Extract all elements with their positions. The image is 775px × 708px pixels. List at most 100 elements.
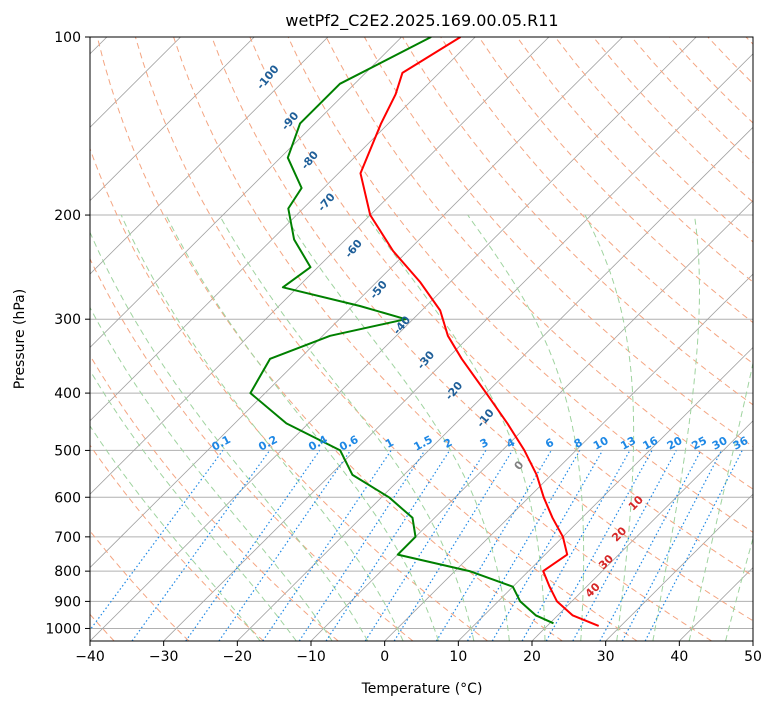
x-tick-label: −40 — [75, 649, 105, 665]
x-tick-label: 10 — [449, 649, 467, 665]
plot-frame — [89, 36, 754, 642]
y-tick-label: 800 — [54, 564, 81, 580]
background-lines — [90, 37, 753, 641]
dry-adiabat-label: -70 — [315, 190, 338, 214]
mixing-ratio-label: 13 — [618, 434, 638, 453]
dry-adiabat — [554, 37, 753, 243]
isotherm — [605, 493, 753, 641]
dry-adiabat-label: -10 — [474, 406, 497, 430]
dry-adiabat-label: -20 — [443, 379, 466, 403]
dry-adiabat — [90, 147, 488, 641]
dry-adiabat — [592, 37, 753, 203]
x-tick-label: 0 — [380, 649, 389, 665]
x-tick-label: −10 — [296, 649, 326, 665]
mixing-ratio-line — [185, 450, 321, 641]
isotherm — [90, 37, 697, 641]
mixing-ratio-line — [218, 450, 351, 641]
moist-adiabat — [90, 425, 261, 641]
mixing-ratio-line — [491, 450, 604, 641]
line-labels: 0.1 0.2 0.4 0.6 1 1.5 2 3 4 6 8 10 13 16 20 25 30 36-100-… — [210, 62, 751, 600]
moist-adiabat — [467, 214, 585, 641]
dry-adiabat — [90, 530, 190, 641]
dry-adiabat-label: -60 — [342, 237, 365, 261]
dry-adiabat — [440, 37, 753, 365]
series-group — [249, 37, 600, 627]
mixing-ratio-line — [90, 450, 224, 631]
isotherm — [752, 640, 753, 641]
moist-adiabat — [652, 214, 700, 641]
mixing-ratio-line — [364, 450, 487, 641]
isotherm — [90, 37, 402, 348]
x-tick-label: −30 — [149, 649, 179, 665]
isotherm — [90, 37, 255, 202]
dry-adiabat — [669, 37, 753, 124]
y-tick-label: 200 — [54, 208, 81, 224]
moist-adiabat — [365, 214, 546, 641]
mixing-ratio-line — [466, 450, 581, 641]
moist-adiabat — [165, 214, 439, 641]
dry-adiabat-label: -30 — [414, 348, 437, 372]
x-tick-label: 30 — [597, 649, 615, 665]
y-tick-label: 600 — [54, 490, 81, 506]
isotherm — [90, 37, 476, 422]
ccl-label: 30 — [596, 552, 616, 572]
y-tick-label: 100 — [54, 30, 81, 46]
isotherm — [458, 346, 753, 641]
temperature-profile — [359, 37, 600, 627]
dry-adiabat — [287, 37, 753, 533]
y-tick-label: 1000 — [45, 621, 81, 637]
x-axis-label: Temperature (°C) — [361, 681, 483, 697]
moist-adiabat — [90, 231, 369, 641]
dry-adiabat — [90, 354, 339, 641]
isotherm — [384, 273, 753, 641]
moist-adiabat — [90, 306, 333, 641]
dry-adiabat — [211, 37, 753, 622]
x-tick-label: −20 — [223, 649, 253, 665]
moist-adiabat — [584, 214, 635, 641]
isotherm — [310, 200, 753, 641]
moist-adiabat — [284, 214, 510, 641]
mixing-ratio-label: 25 — [689, 434, 709, 453]
isotherm — [90, 37, 550, 495]
ccl-label: 10 — [626, 493, 646, 513]
moist-adiabat — [688, 360, 753, 641]
dry-adiabat-label: -50 — [367, 278, 390, 302]
dry-adiabat — [249, 37, 753, 577]
dry-adiabat — [707, 37, 753, 85]
mixing-ratio-line — [393, 450, 513, 641]
dry-adiabat — [325, 37, 753, 490]
mixing-ratio-line — [435, 450, 552, 641]
ccl-label: 40 — [583, 580, 603, 600]
x-tick-label: 50 — [744, 649, 762, 665]
y-tick-label: 900 — [54, 594, 81, 610]
y-tick-label: 500 — [54, 443, 81, 459]
isotherm — [90, 37, 329, 275]
mixing-ratio-label: 20 — [665, 434, 685, 453]
y-tick-label: 700 — [54, 530, 81, 546]
mixing-ratio-line — [599, 450, 702, 641]
dry-adiabat — [90, 444, 264, 641]
mixing-ratio-label: 10 — [591, 434, 611, 453]
y-axis-label: Pressure (hPa) — [12, 289, 28, 389]
mixing-ratio-label: 36 — [731, 434, 751, 453]
mixing-ratio-line — [325, 450, 451, 641]
mixing-ratio-label: 3 — [478, 436, 491, 451]
moist-adiabat — [218, 214, 475, 641]
mixing-ratio-label: 16 — [641, 434, 661, 453]
dry-adiabat — [516, 37, 753, 283]
mixing-ratio-line — [572, 450, 677, 641]
isotherm — [679, 567, 753, 641]
x-tick-label: 20 — [523, 649, 541, 665]
mixing-ratio-label: 30 — [710, 434, 730, 453]
isotherm — [237, 126, 753, 641]
dewpoint-profile — [249, 37, 554, 625]
moist-adiabat — [120, 214, 404, 641]
mixing-ratio-line — [262, 450, 392, 641]
dry-adiabat — [173, 37, 712, 641]
y-tick-label: 300 — [54, 312, 81, 328]
mixing-ratio-label: 6 — [543, 436, 556, 451]
axis-ticks: −40 −30 −20 −10 0 10 20 30 40 5010020030040050060… — [45, 30, 762, 665]
moist-adiabat — [725, 536, 753, 641]
mixing-ratio-line — [545, 450, 653, 641]
